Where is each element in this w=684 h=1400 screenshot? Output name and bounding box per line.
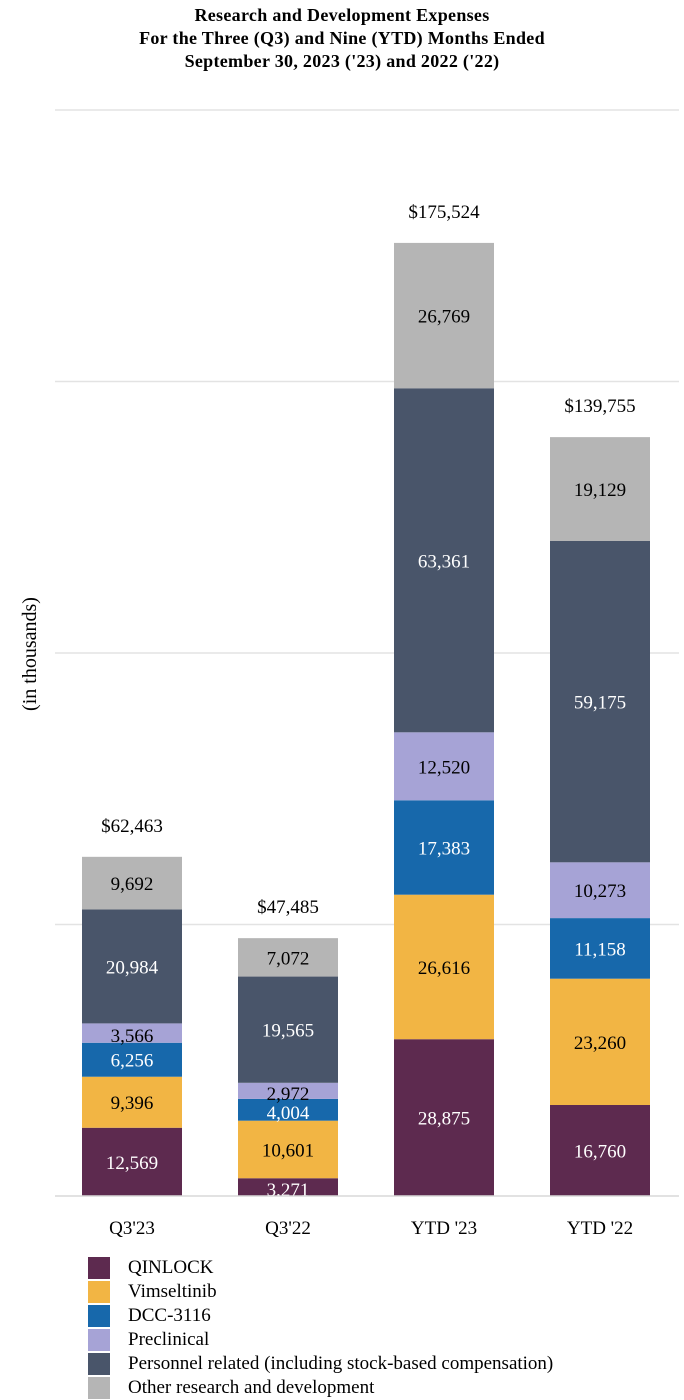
x-tick-label: Q3'22 <box>265 1218 311 1239</box>
data-label: 16,760 <box>574 1141 626 1162</box>
data-label: 26,769 <box>418 307 470 328</box>
legend-swatch <box>88 1329 110 1351</box>
bar-segment <box>394 894 494 1040</box>
y-axis-title: (in thousands) <box>19 597 41 711</box>
stacked-bar-chart: 12,569 9,396 6,256 3,566 20,984 9,692 3,271 10,… <box>19 109 679 1239</box>
bar-segment <box>238 976 338 1083</box>
legend-item: Preclinical <box>88 1328 553 1352</box>
data-label: 9,396 <box>111 1093 154 1114</box>
legend-swatch <box>88 1281 110 1303</box>
bar-segment <box>82 909 182 1024</box>
total-label: $175,524 <box>408 202 480 223</box>
x-tick-label: Q3'23 <box>109 1218 155 1239</box>
bar-segment <box>82 1127 182 1196</box>
total-labels: $62,463 $47,485 $175,524 $139,755 <box>101 202 636 918</box>
data-label: 10,273 <box>574 881 626 902</box>
data-label: 19,129 <box>574 480 626 501</box>
x-tick-label: YTD '22 <box>567 1218 633 1239</box>
legend-item: Vimseltinib <box>88 1280 553 1304</box>
bar-segment <box>238 1120 338 1179</box>
bar-segment <box>82 1042 182 1077</box>
bar-segment <box>238 1178 338 1196</box>
x-axis: Q3'23 Q3'22 YTD '23 YTD '22 <box>55 1195 679 1239</box>
legend-label: Other research and development <box>128 1377 375 1398</box>
bar-segment <box>238 1082 338 1099</box>
legend-item: QINLOCK <box>88 1256 553 1280</box>
data-label: 9,692 <box>111 874 154 895</box>
data-label: 23,260 <box>574 1033 626 1054</box>
data-label: 12,569 <box>106 1153 158 1174</box>
legend-label: Preclinical <box>128 1329 210 1350</box>
legend-item: Personnel related (including stock-based… <box>88 1352 553 1376</box>
data-label: 7,072 <box>267 948 310 969</box>
data-label: 28,875 <box>418 1109 470 1130</box>
legend-swatch <box>88 1305 110 1327</box>
bar-segment <box>82 1023 182 1043</box>
bars <box>82 242 650 1196</box>
chart-title-line-1: Research and Development Expenses <box>194 5 490 25</box>
data-label: 59,175 <box>574 693 626 714</box>
legend-swatch <box>88 1257 110 1279</box>
bar-segment <box>238 1098 338 1121</box>
data-label: 3,271 <box>267 1180 310 1201</box>
bar-segment <box>550 918 650 979</box>
bar-segment <box>394 800 494 895</box>
data-label: 17,383 <box>418 838 470 859</box>
legend-item: Other research and development <box>88 1376 553 1400</box>
data-labels: 12,569 9,396 6,256 3,566 20,984 9,692 3,271 10,… <box>106 307 626 1202</box>
legend-label: DCC-3116 <box>128 1305 211 1326</box>
legend-label: Personnel related (including stock-based… <box>128 1353 554 1374</box>
data-label: 4,004 <box>267 1103 310 1124</box>
x-tick-label: YTD '23 <box>411 1218 477 1239</box>
chart-title-line-2: For the Three (Q3) and Nine (YTD) Months… <box>139 28 545 48</box>
chart-title: Research and Development Expenses For th… <box>0 4 684 73</box>
bar-segment <box>394 1039 494 1196</box>
bar-segment <box>550 978 650 1105</box>
data-label: 26,616 <box>418 958 470 979</box>
data-label: 19,565 <box>262 1021 314 1042</box>
total-label: $139,755 <box>564 396 635 417</box>
bar-segment <box>394 388 494 733</box>
legend-label: QINLOCK <box>128 1257 214 1278</box>
chart-title-line-3: September 30, 2023 ('23) and 2022 ('22) <box>184 51 500 71</box>
bar-segment <box>550 862 650 919</box>
legend-label: Vimseltinib <box>128 1281 217 1302</box>
legend-swatch <box>88 1377 110 1399</box>
data-label: 11,158 <box>574 939 626 960</box>
data-label: 12,520 <box>418 757 470 778</box>
legend: QINLOCK Vimseltinib DCC-3116 Preclinical Per… <box>88 1256 553 1400</box>
bar-segment <box>550 437 650 542</box>
data-label: 6,256 <box>111 1051 154 1072</box>
bar-segment <box>550 541 650 863</box>
legend-swatch <box>88 1353 110 1375</box>
bar-segment <box>394 242 494 389</box>
legend-item: DCC-3116 <box>88 1304 553 1328</box>
bar-segment <box>82 856 182 910</box>
total-label: $47,485 <box>257 897 319 918</box>
data-label: 3,566 <box>111 1026 154 1047</box>
bar-segment <box>238 938 338 977</box>
data-label: 20,984 <box>106 957 159 978</box>
data-label: 10,601 <box>262 1140 314 1161</box>
bar-segment <box>82 1076 182 1128</box>
bar-segment <box>550 1104 650 1196</box>
data-label: 63,361 <box>418 551 470 572</box>
data-label: 2,972 <box>267 1084 310 1105</box>
bar-segment <box>394 732 494 801</box>
total-label: $62,463 <box>101 816 163 837</box>
